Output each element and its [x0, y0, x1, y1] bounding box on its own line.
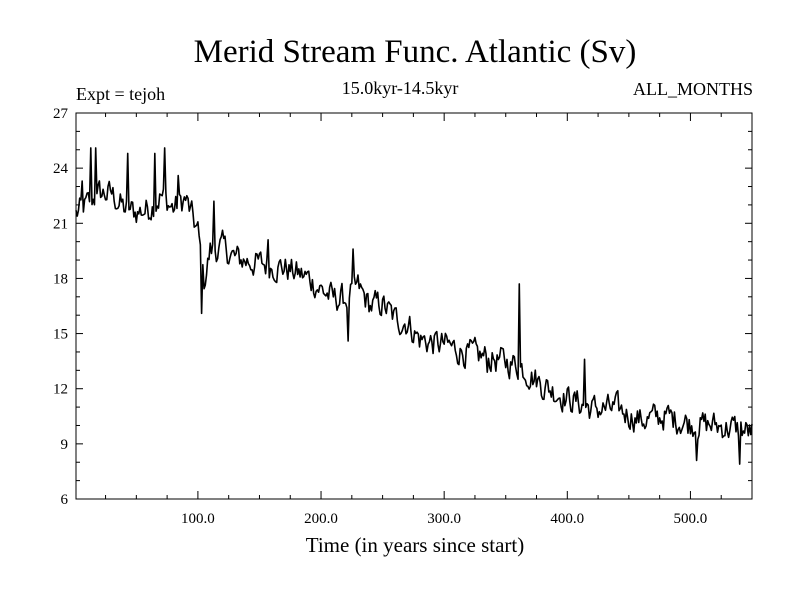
x-tick-label: 300.0 [427, 511, 461, 527]
y-tick-label: 18 [53, 271, 68, 287]
y-tick-label: 9 [61, 437, 69, 453]
chart-title: Merid Stream Func. Atlantic (Sv) [193, 34, 637, 70]
y-tick-label: 6 [61, 492, 69, 508]
series-group [75, 147, 753, 465]
x-axis-label: Time (in years since start) [305, 533, 525, 557]
y-tick-label: 15 [53, 327, 68, 343]
axes-group: 6 9 12 15 18 21 24 27 100.0 200.0 300.0 400.0 500.0 [53, 106, 753, 527]
period-label: ALL_MONTHS [633, 79, 753, 99]
y-tick-label: 21 [53, 216, 68, 232]
experiment-label: Expt = tejoh [76, 84, 166, 104]
x-tick-label: 500.0 [674, 511, 708, 527]
series-line-stream-function [75, 147, 753, 465]
plot-frame [75, 112, 753, 500]
x-tick-label: 200.0 [304, 511, 338, 527]
y-tick-label: 27 [53, 106, 69, 122]
y-tick-label: 24 [53, 161, 69, 177]
y-tick-label: 12 [53, 382, 68, 398]
chart-subtitle: 15.0kyr-14.5kyr [341, 78, 459, 98]
x-tick-label: 400.0 [550, 511, 584, 527]
x-tick-label: 100.0 [181, 511, 215, 527]
